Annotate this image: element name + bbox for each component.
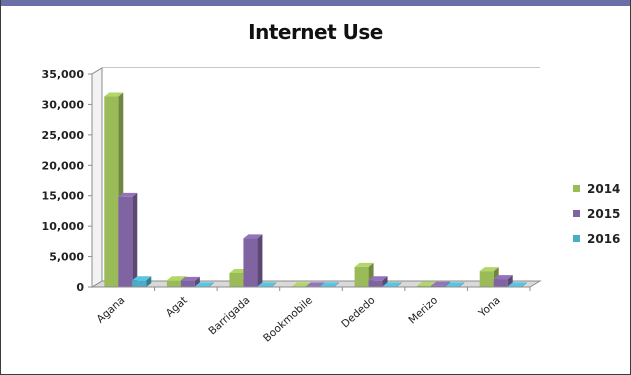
bar-side (257, 234, 263, 287)
bar-top (257, 282, 277, 287)
bar-top (431, 281, 451, 286)
bar-top (180, 276, 200, 281)
window-top-band (1, 0, 630, 6)
bar-front (229, 273, 244, 287)
bar-front (479, 271, 494, 287)
bar-front (104, 96, 119, 287)
bar-side (334, 282, 339, 287)
bar-top (104, 92, 124, 97)
x-tick-label: Agana (94, 294, 127, 325)
bar-side (396, 282, 402, 287)
bar-agana-2015 (118, 192, 138, 287)
x-tick-label: Barrigada (206, 294, 252, 337)
y-tick-label: 20,000 (42, 159, 85, 172)
bar-dededo-2015 (368, 276, 388, 287)
bar-side (459, 282, 465, 287)
side-wall (91, 67, 103, 288)
legend-label: 2016 (587, 232, 620, 246)
bar-top (354, 262, 374, 267)
bar-top (493, 275, 513, 280)
bar-top (320, 282, 339, 287)
y-tick-label: 25,000 (42, 129, 85, 142)
bar-side (507, 275, 513, 287)
bar-side (208, 282, 214, 287)
legend-swatch (573, 185, 580, 192)
bar-barrigada-2015 (243, 234, 263, 287)
bar-top (132, 276, 152, 281)
bar-front (417, 285, 432, 287)
bar-top (445, 282, 465, 287)
bar-side (271, 282, 277, 287)
legend-swatch (573, 210, 580, 217)
x-tick-label: Yona (476, 294, 503, 320)
bar-yona-2015 (493, 275, 513, 287)
bar-front (118, 196, 133, 287)
bar-top (417, 281, 437, 286)
x-tick-label: Agat (164, 294, 190, 319)
chart-title: Internet Use (248, 20, 383, 44)
bars (104, 92, 527, 287)
y-tick-label: 15,000 (42, 190, 85, 203)
bar-top (382, 282, 402, 287)
bar-front (354, 266, 369, 287)
bar-top (194, 282, 214, 287)
bar-front (180, 280, 195, 287)
bar-front (493, 279, 508, 287)
legend-swatch (573, 235, 580, 242)
x-tick-label: Bookmobile (261, 294, 315, 344)
bar-top (166, 276, 186, 281)
bar-side (146, 276, 152, 287)
x-tick-label: Dededo (339, 294, 377, 330)
bar-top (243, 234, 263, 239)
chart-walls (90, 67, 542, 288)
bar-side (382, 276, 388, 287)
bar-top (479, 267, 499, 272)
bar-front (368, 280, 383, 287)
bar-front (431, 285, 446, 287)
bar-agat-2015 (180, 276, 200, 287)
legend-label: 2014 (587, 182, 620, 196)
y-tick-label: 35,000 (42, 68, 85, 81)
bar-side (194, 276, 200, 287)
y-tick-label: 10,000 (42, 220, 85, 233)
bar-top (368, 276, 388, 281)
legend: 2014 2015 2016 (573, 182, 620, 246)
y-axis: 0 5,000 10,000 15,000 20,000 25,000 30,000 35,0… (42, 68, 93, 294)
x-axis: Agana Agat Barrigada Bookmobile Dededo Merizo… (92, 286, 531, 345)
bar-top (292, 282, 311, 287)
bar-front (243, 238, 258, 287)
bar-top (118, 192, 138, 197)
bar-side (521, 282, 527, 287)
x-tick-label: Merizo (406, 294, 440, 326)
y-tick-label: 0 (76, 281, 84, 294)
bar-front (132, 280, 147, 287)
back-wall (102, 68, 540, 281)
bar-front (166, 280, 181, 287)
bar-side (132, 192, 138, 287)
y-tick-label: 30,000 (42, 98, 85, 111)
y-tick-label: 5,000 (49, 251, 84, 264)
bar-top (306, 282, 325, 287)
bar-agana-2016 (132, 276, 152, 287)
legend-label: 2015 (587, 207, 620, 221)
bar-top (507, 282, 527, 287)
